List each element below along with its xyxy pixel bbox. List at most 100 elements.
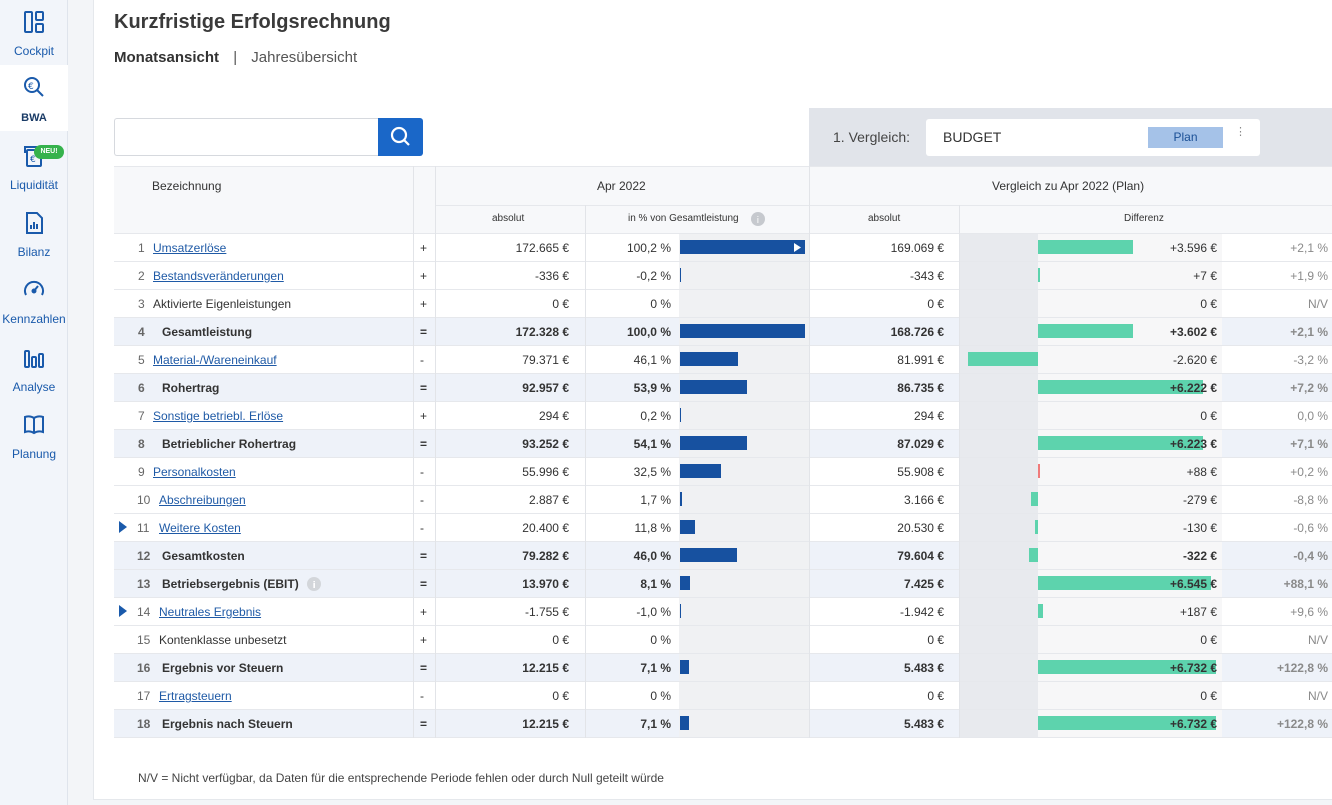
row-operator: = [420,549,428,563]
nav-planung[interactable]: Planung [0,402,68,466]
row-label[interactable]: Abschreibungen [159,493,246,507]
diff-bar-track-pos [1038,598,1222,625]
table-row[interactable]: 5 Material-/Wareneinkauf - 79.371 € 46,1 % 81… [114,346,1332,374]
search-input[interactable] [114,118,380,156]
diff-bar [1038,436,1203,450]
row-diff-percent: +7,1 % [1290,437,1328,451]
diff-bar-track-neg [959,458,1038,485]
row-operator: = [420,661,428,675]
row-link[interactable]: Material-/Wareneinkauf [153,353,277,367]
share-bar-track [679,682,809,709]
row-plan-absolut: 168.726 € [890,325,944,339]
row-diff: -2.620 € [1172,353,1217,367]
table-row[interactable]: 10 Abschreibungen - 2.887 € 1,7 % 3.166 € -279… [114,486,1332,514]
table-row[interactable]: 2 Bestandsveränderungen + -336 € -0,2 % -343 … [114,262,1332,290]
row-absolut: 20.400 € [522,521,569,535]
table-row: 13 Betriebsergebnis (EBIT) i = 13.970 € 8,1 %… [114,570,1332,598]
row-operator: - [420,493,424,507]
row-plan-absolut: -1.942 € [899,605,944,619]
row-label[interactable]: Weitere Kosten [159,521,241,535]
row-label: Aktivierte Eigenleistungen [153,297,292,311]
comparison-label: 1. Vergleich: [833,129,911,145]
row-percent: 0 % [650,633,671,647]
row-percent: 7,1 % [640,717,671,731]
tab-monatsansicht[interactable]: Monatsansicht [114,49,220,66]
table-row[interactable]: 7 Sonstige betriebl. Erlöse +294 € 0,2 % 294… [114,402,1332,430]
diff-bar-track-pos [1038,346,1222,373]
expand-icon[interactable] [119,521,127,533]
diff-bar-track-neg [959,598,1038,625]
row-number: 18 [137,717,151,731]
comparison-select[interactable]: BUDGET Plan ⋮ [926,119,1260,156]
row-link[interactable]: Bestandsveränderungen [153,269,284,283]
row-label[interactable]: Neutrales Ergebnis [159,605,261,619]
row-label[interactable]: Personalkosten [153,465,236,479]
info-icon[interactable]: i [307,577,321,591]
header-absolut-plan: absolut [868,213,901,224]
share-bar-track [679,598,809,625]
more-icon[interactable]: ⋮ [1235,126,1246,138]
row-link[interactable]: Neutrales Ergebnis [159,605,262,619]
diff-bar-track-neg [959,570,1038,597]
nav-bwa[interactable]: € BWA [0,65,68,131]
table-row[interactable]: 11 Weitere Kosten - 20.400 € 11,8 % 20.530 € -… [114,514,1332,542]
table-row[interactable]: 1 Umsatzerlöse +172.665 € 100,2 % 169.069 € +… [114,234,1332,262]
row-link[interactable]: Sonstige betriebl. Erlöse [153,409,284,423]
header-divider [435,205,1332,206]
diff-bar-track-pos [1038,458,1222,485]
share-bar-track [679,514,809,541]
page-title: Kurzfristige Erfolgsrechnung [114,11,391,33]
row-label[interactable]: Sonstige betriebl. Erlöse [153,409,283,423]
table-row[interactable]: 9 Personalkosten - 55.996 € 32,5 % 55.908 € +8… [114,458,1332,486]
tab-separator: | [233,49,238,66]
share-bar [680,492,682,506]
row-absolut: 12.215 € [522,717,569,731]
row-label[interactable]: Umsatzerlöse [153,241,226,255]
row-percent: 32,5 % [633,465,671,479]
nav-cockpit[interactable]: Cockpit [0,0,68,64]
row-link[interactable]: Personalkosten [153,465,236,479]
nav-liquiditaet[interactable]: € NEU! Liquidität [0,134,68,198]
row-percent: 8,1 % [640,577,671,591]
row-label[interactable]: Ertragsteuern [159,689,232,703]
row-label[interactable]: Bestandsveränderungen [153,269,284,283]
table-row[interactable]: 14 Neutrales Ergebnis + -1.755 € -1,0 % -1.94… [114,598,1332,626]
nav-bilanz[interactable]: Bilanz [0,201,68,265]
row-link[interactable]: Weitere Kosten [159,521,241,535]
nav-label: Cockpit [13,44,54,58]
share-bar [680,268,681,282]
row-percent: 1,7 % [640,493,671,507]
row-diff: -322 € [1182,549,1217,563]
footnote: N/V = Nicht verfügbar, da Daten für die … [138,771,664,785]
diff-bar-track-neg [959,682,1038,709]
header-percent: in % von Gesamtleistung [628,213,739,224]
nav-label: Planung [11,447,57,461]
table-row: 8 Betrieblicher Rohertrag = 93.252 € 54,1 % 8… [114,430,1332,458]
diff-bar-track-neg [959,514,1038,541]
diff-bar [1031,492,1038,506]
row-number: 12 [137,549,151,563]
row-label[interactable]: Material-/Wareneinkauf [153,353,277,367]
expand-icon[interactable] [119,605,127,617]
info-icon[interactable]: i [751,212,765,226]
diff-bar-track-neg [959,654,1038,681]
share-bar-track [679,654,809,681]
nav-analyse[interactable]: Analyse [0,335,68,399]
nav-kennzahlen[interactable]: Kennzahlen [0,268,68,332]
row-link[interactable]: Ertragsteuern [159,689,232,703]
search-button[interactable] [378,118,423,156]
row-link[interactable]: Umsatzerlöse [153,241,227,255]
tab-jahresuebersicht[interactable]: Jahresübersicht [251,49,358,66]
row-number: 9 [138,465,145,479]
row-number: 16 [137,661,151,675]
svg-text:€: € [30,155,36,165]
row-plan-absolut: 55.908 € [897,465,944,479]
nav-label: Analyse [12,380,56,394]
diff-bar-track-neg [959,402,1038,429]
row-link[interactable]: Abschreibungen [159,493,246,507]
row-label: Ergebnis nach Steuern [162,717,293,731]
row-diff: +187 € [1179,605,1217,619]
row-diff-percent: 0,0 % [1297,409,1328,423]
row-diff: +7 € [1193,269,1217,283]
table-row[interactable]: 17 Ertragsteuern - 0 € 0 % 0 € 0 € N/V [114,682,1332,710]
